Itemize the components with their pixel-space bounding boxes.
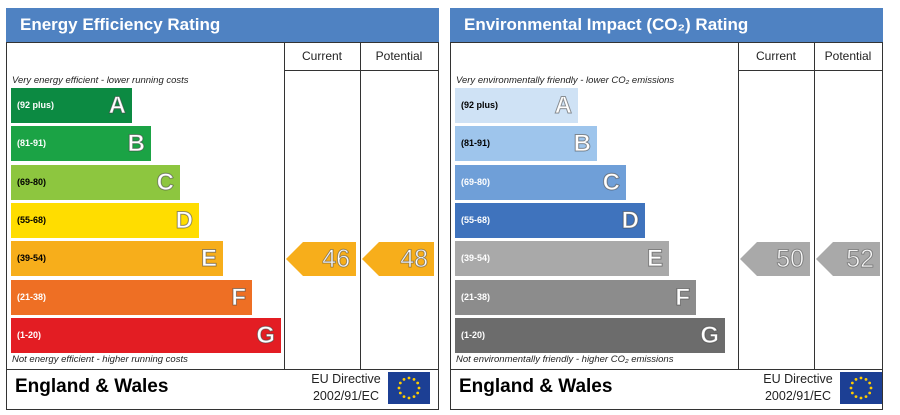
band-letter: C	[602, 168, 620, 196]
energy-efficiency-panel: Energy Efficiency Rating Current Potenti…	[6, 8, 439, 410]
band-letter: B	[127, 130, 145, 158]
band-d: (55-68) D	[455, 202, 645, 238]
column-divider	[814, 43, 815, 369]
top-note: Very energy efficient - lower running co…	[12, 75, 189, 86]
band-g: (1-20) G	[11, 317, 281, 353]
potential-rating-arrow: 48	[362, 241, 434, 276]
rating-frame: Current Potential Very energy efficient …	[6, 42, 439, 410]
band-range-label: (55-68)	[461, 214, 491, 225]
directive-line-1: EU Directive	[763, 372, 833, 386]
band-range-label: (81-91)	[461, 138, 491, 149]
band-range-label: (81-91)	[17, 138, 47, 149]
directive-line-1: EU Directive	[311, 372, 381, 386]
footer-divider	[451, 369, 882, 370]
directive-line-2: 2002/91/EC	[312, 389, 380, 403]
current-column-header: Current	[301, 49, 342, 63]
band-range-label: (55-68)	[17, 214, 47, 225]
bottom-note: Not energy efficient - higher running co…	[12, 354, 188, 365]
band-letter: G	[256, 321, 276, 349]
footer-region: England & Wales	[15, 376, 169, 397]
eu-flag-icon	[840, 372, 882, 404]
band-letter: E	[646, 245, 663, 273]
panel-title: Energy Efficiency Rating	[6, 8, 439, 42]
band-range-label: (39-54)	[17, 253, 47, 264]
top-note: Very environmentally friendly - lower CO…	[456, 75, 675, 86]
band-c: (69-80) C	[11, 164, 180, 200]
band-a: (92 plus) A	[11, 88, 132, 123]
directive-line-2: 2002/91/EC	[764, 389, 832, 403]
band-e: (39-54) E	[11, 241, 223, 277]
band-b: (81-91) B	[455, 126, 597, 162]
eu-directive: EU Directive 2002/91/EC	[305, 371, 387, 405]
potential-rating-arrow: 52	[816, 241, 880, 276]
band-range-label: (69-80)	[17, 176, 47, 187]
current-rating-arrow: 46	[286, 241, 356, 276]
band-range-label: (69-80)	[461, 176, 491, 187]
potential-rating-value: 52	[846, 244, 875, 273]
column-divider	[360, 43, 361, 369]
band-letter: C	[156, 168, 174, 196]
band-letter: B	[573, 130, 591, 158]
current-rating-value: 46	[322, 244, 351, 273]
band-letter: A	[108, 92, 126, 120]
band-a: (92 plus) A	[455, 88, 578, 123]
eu-directive: EU Directive 2002/91/EC	[757, 371, 839, 405]
band-letter: G	[700, 321, 720, 349]
bottom-note: Not environmentally friendly - higher CO…	[456, 354, 674, 365]
band-b: (81-91) B	[11, 126, 151, 162]
band-letter: D	[621, 206, 639, 234]
header-divider	[284, 70, 438, 71]
potential-column-header: Potential	[375, 49, 423, 63]
band-range-label: (92 plus)	[17, 100, 55, 110]
environmental-impact-panel: Environmental Impact (CO₂) Rating Curren…	[450, 8, 883, 410]
band-range-label: (1-20)	[461, 329, 486, 340]
footer-divider	[7, 369, 438, 370]
potential-rating-value: 48	[400, 244, 429, 273]
band-g: (1-20) G	[455, 317, 725, 353]
band-letter: E	[200, 245, 217, 273]
band-f: (21-38) F	[11, 279, 252, 315]
potential-column-header: Potential	[824, 49, 872, 63]
header-divider	[738, 70, 882, 71]
band-range-label: (92 plus)	[461, 100, 499, 110]
band-letter: A	[554, 92, 572, 120]
band-range-label: (1-20)	[17, 329, 42, 340]
band-range-label: (39-54)	[461, 253, 491, 264]
band-letter: F	[231, 283, 247, 311]
band-range-label: (21-38)	[461, 291, 491, 302]
band-d: (55-68) D	[11, 202, 199, 238]
panel-title: Environmental Impact (CO₂) Rating	[450, 8, 883, 42]
column-divider	[738, 43, 739, 369]
current-rating-value: 50	[776, 244, 805, 273]
band-c: (69-80) C	[455, 164, 626, 200]
rating-frame: Current Potential Very environmentally f…	[450, 42, 883, 410]
footer-region: England & Wales	[459, 376, 613, 397]
column-divider	[284, 43, 285, 369]
band-letter: D	[175, 206, 193, 234]
band-range-label: (21-38)	[17, 291, 47, 302]
eu-flag-icon	[388, 372, 430, 404]
band-letter: F	[675, 283, 691, 311]
current-rating-arrow: 50	[740, 241, 810, 276]
band-e: (39-54) E	[455, 241, 669, 277]
current-column-header: Current	[755, 49, 796, 63]
band-f: (21-38) F	[455, 279, 696, 315]
